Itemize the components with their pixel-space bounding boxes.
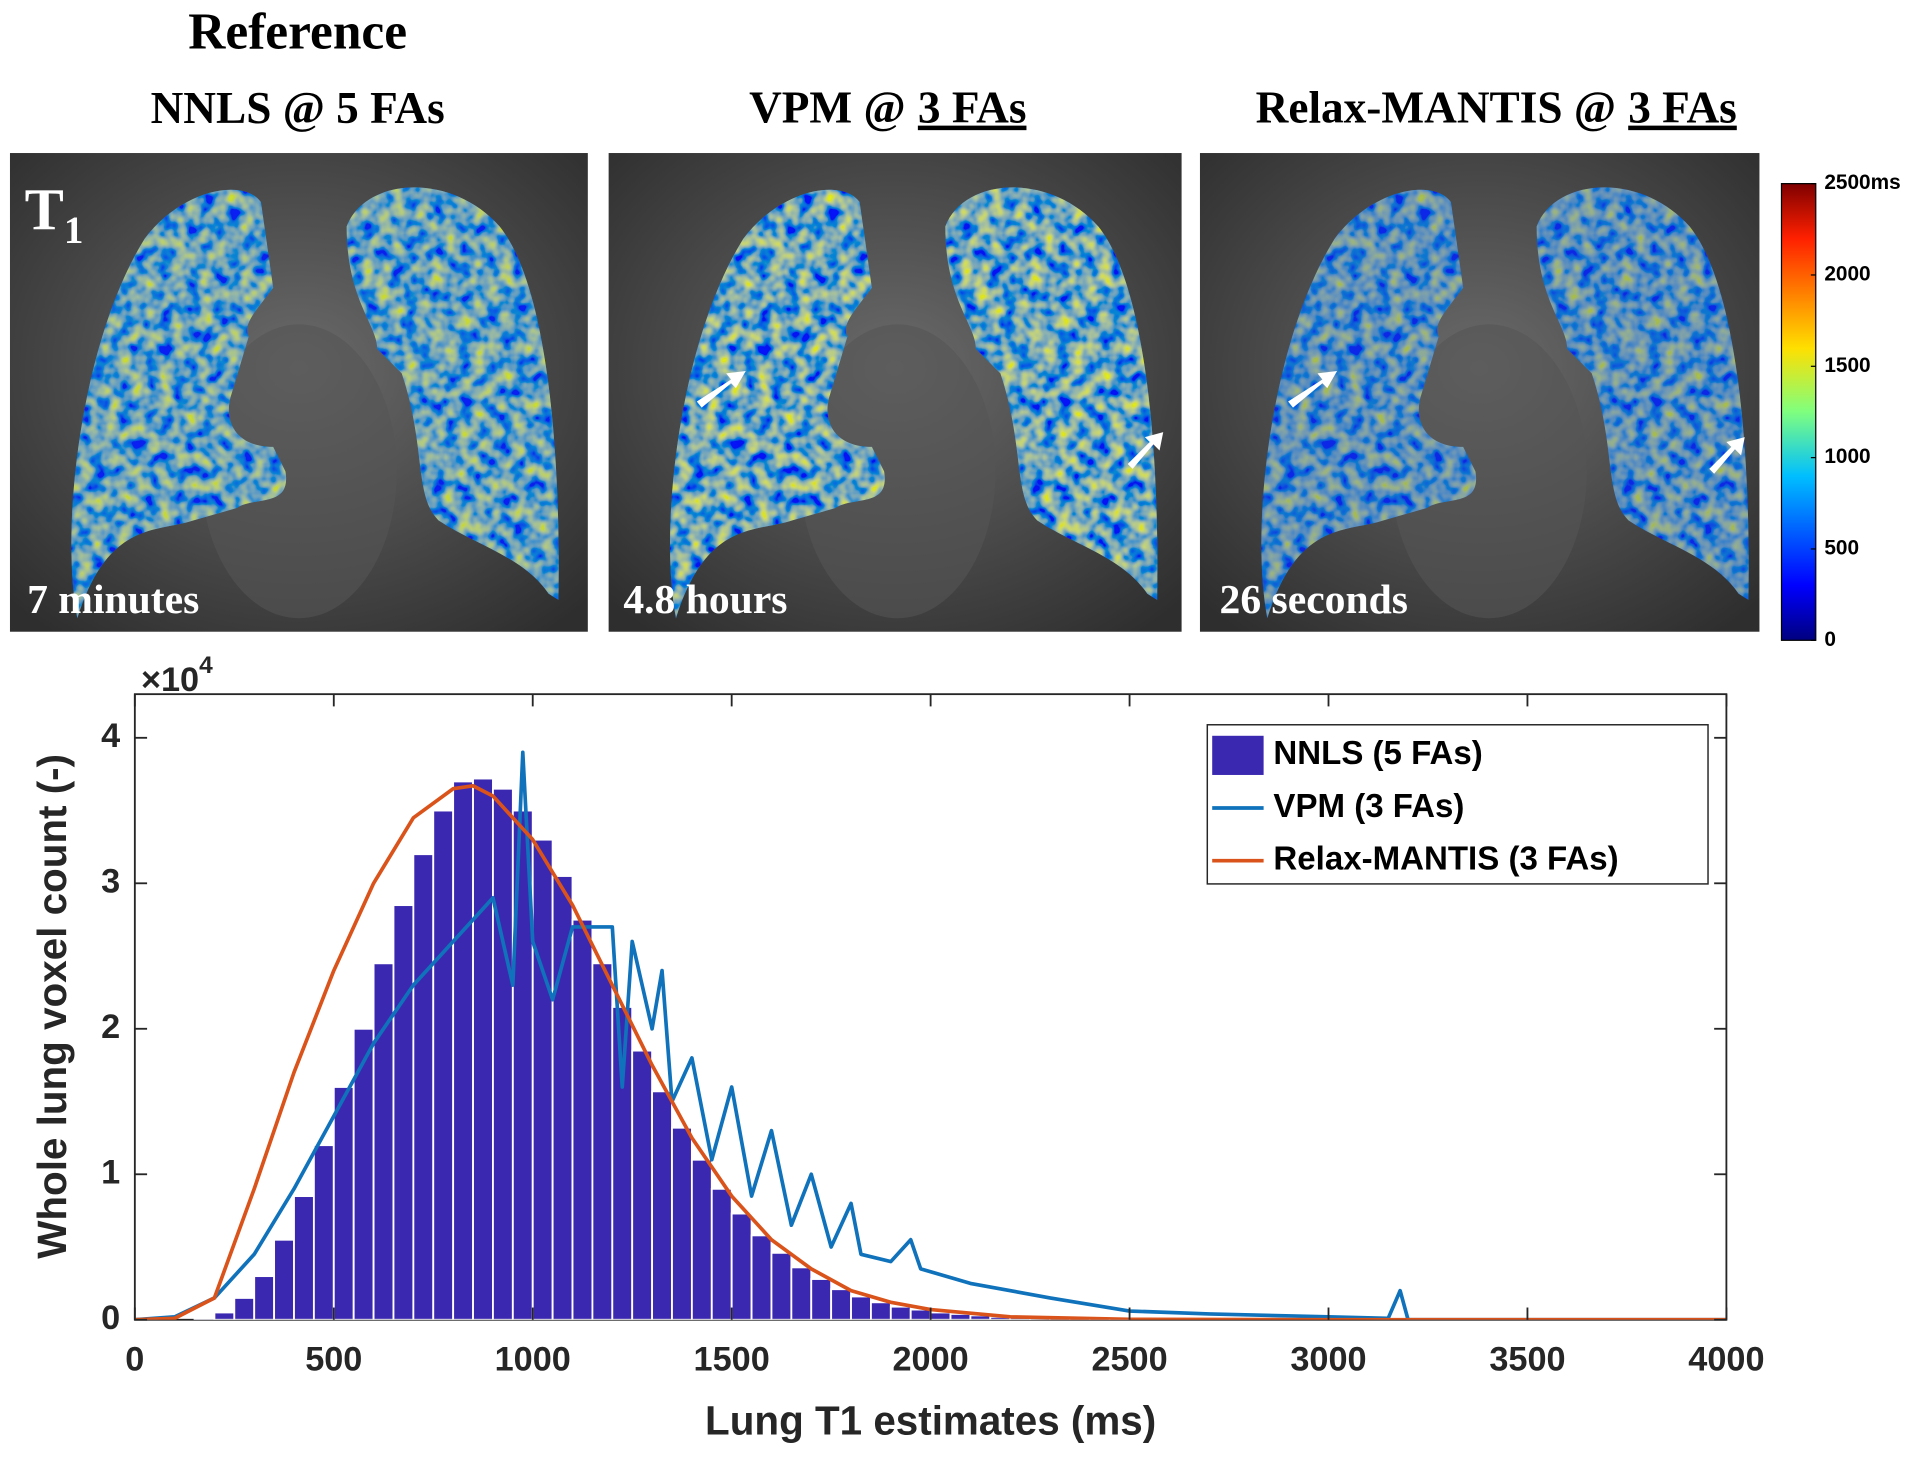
legend-label: VPM (3 FAs) <box>1273 788 1464 825</box>
histogram-bar <box>412 853 435 1320</box>
histogram-bar <box>710 1187 733 1320</box>
histogram-bar <box>332 1086 355 1320</box>
histogram-bar <box>690 1158 713 1320</box>
histogram-bar <box>273 1238 295 1320</box>
y-tick-label: 1 <box>101 1153 120 1191</box>
legend-box <box>1206 724 1709 885</box>
plot <box>134 750 1727 1320</box>
legend-label: NNLS (5 FAs) <box>1273 735 1482 772</box>
histogram-bar <box>909 1308 932 1320</box>
y-axis-title: Whole lung voxel count (-) <box>29 754 75 1259</box>
histogram-bar <box>810 1278 833 1320</box>
histogram-bar <box>651 1090 673 1320</box>
histogram-bar <box>293 1195 315 1320</box>
x-tick-label: 4000 <box>1688 1340 1764 1378</box>
y-tick-label: 2 <box>101 1008 120 1046</box>
histogram-bar <box>233 1297 256 1320</box>
colorbar-tick-label: 0 <box>1824 628 1836 651</box>
panel-title: VPM @3 FAs <box>749 83 1026 133</box>
legend-swatch <box>1212 735 1264 775</box>
histogram-bar <box>452 780 474 1320</box>
colorbar-tick-label: 2500ms <box>1824 171 1900 194</box>
x-tick-label: 2500 <box>1091 1340 1167 1378</box>
histogram-bar <box>392 904 415 1320</box>
histogram-bar <box>531 838 554 1320</box>
histogram-bar <box>591 962 614 1320</box>
image-label: T1 <box>25 178 84 252</box>
t1-map: 4.8 hours <box>608 153 1182 632</box>
histogram-bar <box>949 1313 972 1320</box>
histogram-bar <box>750 1234 773 1320</box>
flip-angles: 3 FAs <box>918 83 1027 133</box>
histogram-bar <box>213 1311 236 1320</box>
histogram-bar <box>253 1275 276 1320</box>
x-tick-label: 2000 <box>893 1340 969 1378</box>
x-tick-label: 1500 <box>694 1340 770 1378</box>
colorbar <box>1780 183 1817 641</box>
reference-title: Reference <box>188 4 407 61</box>
x-tick-label: 3000 <box>1290 1340 1366 1378</box>
colorbar-tick-label: 1500 <box>1824 354 1870 377</box>
histogram-bar <box>671 1126 693 1320</box>
x-tick-label: 500 <box>305 1340 362 1378</box>
method: VPM @ <box>749 83 906 133</box>
t1-map: T1 7 minutes <box>9 153 588 632</box>
histogram-bar <box>312 1144 335 1320</box>
y-tick-label: 3 <box>101 862 120 900</box>
histogram-bar <box>571 918 594 1320</box>
time-label: 7 minutes <box>27 577 199 623</box>
histogram-bar <box>432 809 455 1320</box>
line <box>134 750 1727 1320</box>
y-tick-label: 0 <box>101 1299 120 1337</box>
y-scale-label: ×104 <box>141 653 213 699</box>
flip-angles: 3 FAs <box>1628 83 1737 133</box>
histogram-bar <box>770 1251 793 1320</box>
line <box>134 783 1727 1320</box>
histogram-bar <box>790 1266 813 1320</box>
x-tick-label: 3500 <box>1489 1340 1565 1378</box>
histogram-bar <box>631 1049 654 1320</box>
x-tick-label: 0 <box>125 1340 144 1378</box>
histogram-bar <box>472 777 494 1320</box>
histogram-bar <box>929 1311 952 1320</box>
time-label: 26 seconds <box>1220 577 1408 623</box>
x-axis-title: Lung T1 estimates (ms) <box>705 1397 1156 1443</box>
panel-title: NNLS @ 5 FAs <box>151 83 445 133</box>
histogram-bar <box>889 1305 912 1320</box>
histogram-bar <box>492 787 514 1320</box>
histogram-bar <box>730 1212 753 1320</box>
multiplier: ×10 <box>141 661 199 699</box>
symbol: T <box>25 178 64 243</box>
histogram-bar <box>830 1288 852 1320</box>
method: Relax-MANTIS @ <box>1256 83 1616 133</box>
time-label: 4.8 hours <box>623 577 787 623</box>
x-tick-label: 1000 <box>495 1340 571 1378</box>
y-tick-label: 4 <box>101 717 120 755</box>
colorbar-tick-label: 500 <box>1824 536 1859 559</box>
subscript: 1 <box>64 209 84 252</box>
histogram-bar <box>193 1317 216 1320</box>
histogram-bar <box>611 1006 634 1320</box>
colorbar-tick-label: 2000 <box>1824 262 1870 285</box>
histogram-bar <box>870 1301 892 1320</box>
legend: NNLS (5 FAs) VPM (3 FAs) Relax-MANTIS (3 F… <box>1206 724 1709 885</box>
legend-label: Relax-MANTIS (3 FAs) <box>1273 840 1618 877</box>
t1-map: 26 seconds <box>1199 153 1760 632</box>
panel-title: Relax-MANTIS @3 FAs <box>1256 83 1737 133</box>
exponent: 4 <box>199 653 213 680</box>
axes: 0 500 1000 1500 2000 2500 3000 3500 4000 0 1 2 3 4 <box>101 694 1765 1378</box>
colorbar-ticks: 0 500 1000 1500 2000 2500ms <box>1810 171 1901 651</box>
histogram-bar <box>850 1295 872 1320</box>
colorbar-tick-label: 1000 <box>1824 445 1870 468</box>
